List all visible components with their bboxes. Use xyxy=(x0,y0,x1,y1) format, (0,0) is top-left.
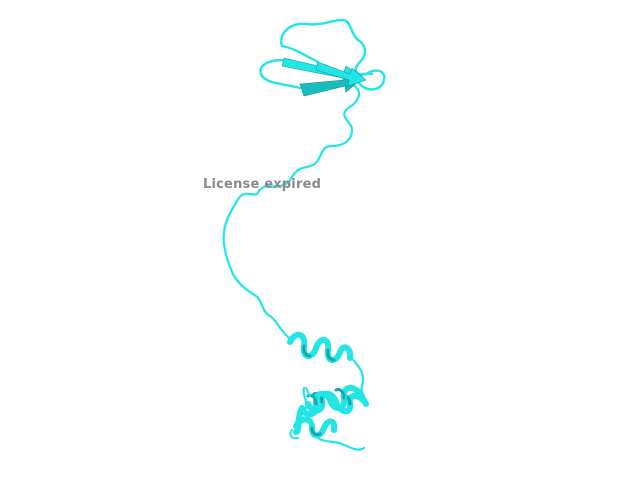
beta-strands xyxy=(281,57,367,97)
beta-strand xyxy=(315,61,367,87)
beta-strand xyxy=(299,73,361,97)
sheet-loop xyxy=(280,18,368,76)
license-expired-watermark: License expired xyxy=(203,177,322,192)
linker-coil xyxy=(222,108,354,332)
alpha-helix xyxy=(287,331,354,363)
alpha-helix xyxy=(305,390,369,415)
helix-loop xyxy=(312,432,366,451)
sheet-loop xyxy=(259,58,302,90)
helix-bundle-domain xyxy=(280,328,370,451)
alpha-helix-shade xyxy=(302,344,336,362)
terminal-tail xyxy=(289,387,311,440)
sheet-loop xyxy=(280,44,320,64)
